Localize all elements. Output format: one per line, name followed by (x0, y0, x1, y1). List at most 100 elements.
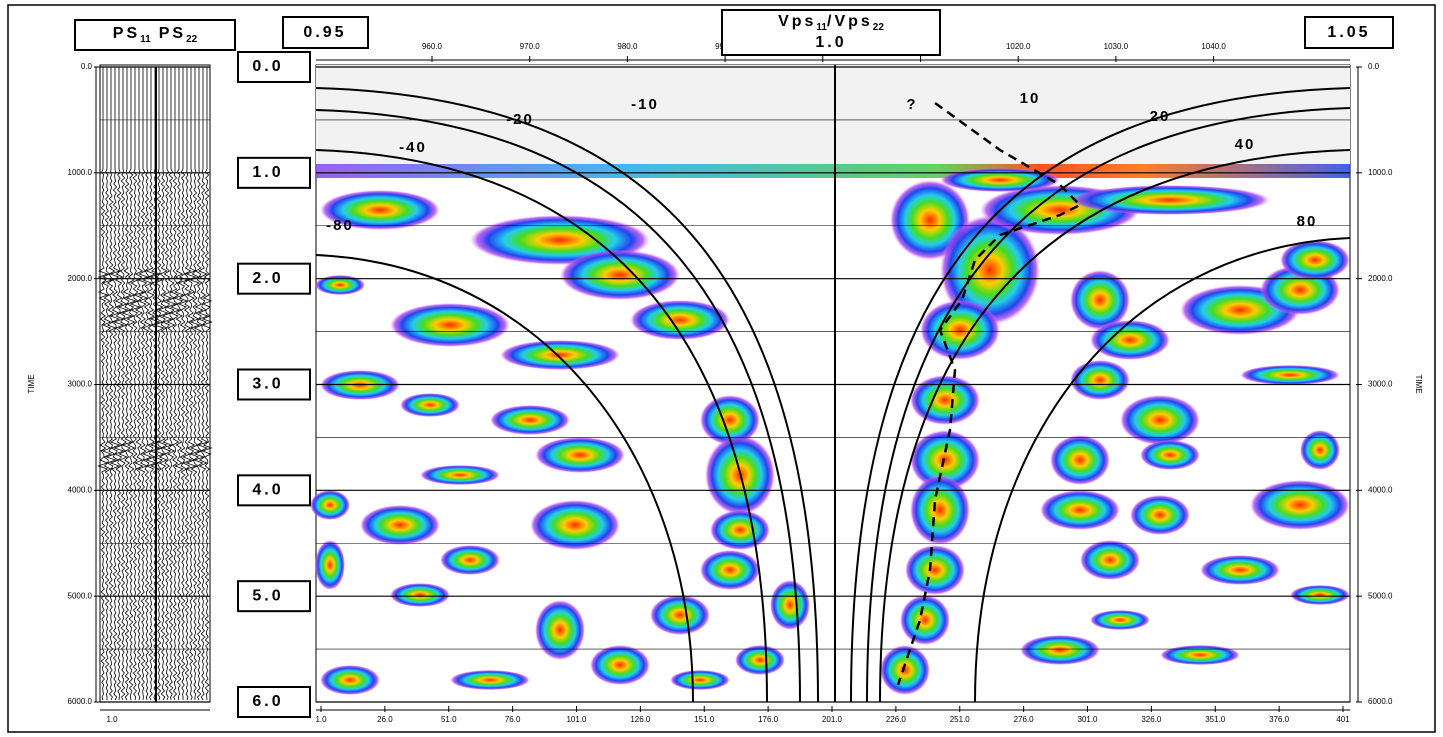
amplitude-blob (1200, 555, 1280, 585)
top-tick-label: 980.0 (617, 42, 638, 51)
curve-label: -10 (631, 96, 659, 113)
time-box-label: 5.0 (252, 587, 283, 604)
amplitude-blob (1130, 495, 1190, 535)
time-box-label: 3.0 (252, 376, 283, 393)
amplitude-blob (670, 670, 730, 690)
amplitude-blob (390, 583, 450, 607)
bottom-tick-label: 51.0 (441, 715, 457, 724)
amplitude-blob (315, 275, 365, 295)
max-box-label: 1.05 (1327, 24, 1370, 41)
bottom-tick-label: 351.0 (1205, 715, 1226, 724)
time-tick-label: 0.0 (1368, 62, 1380, 71)
curve-label: 80 (1297, 213, 1318, 230)
time-tick-label: 6000.0 (1368, 697, 1393, 706)
curve-label: 10 (1020, 90, 1041, 107)
amplitude-blob (1090, 320, 1170, 360)
title-part: 11 (816, 22, 827, 33)
time-tick-label: 5000.0 (1368, 591, 1393, 600)
bottom-tick-label: 326.0 (1141, 715, 1162, 724)
bottom-tick-label: 226.0 (886, 715, 907, 724)
amplitude-blob (420, 465, 500, 485)
time-tick-label: 4000.0 (68, 485, 93, 494)
bottom-tick-label: 151.0 (694, 715, 715, 724)
curve-label: -40 (399, 139, 427, 156)
label-box (75, 20, 235, 50)
top-tick-label: 1040.0 (1201, 42, 1226, 51)
trace-label-part: PS (113, 25, 140, 42)
bottom-tick-label: 376.0 (1269, 715, 1290, 724)
time-tick-label: 1000.0 (1368, 168, 1393, 177)
amplitude-blob (400, 393, 460, 417)
gather-top (316, 65, 1350, 165)
time-tick-label: 3000.0 (68, 380, 93, 389)
title-part: /Vps (827, 13, 873, 30)
amplitude-blob (315, 540, 345, 590)
time-tick-label: 6000.0 (68, 697, 93, 706)
amplitude-blob (1090, 610, 1150, 630)
amplitude-blob (1050, 435, 1110, 485)
time-axis-title: TIME (27, 374, 36, 393)
amplitude-blob (910, 475, 970, 545)
amplitude-blob (500, 340, 620, 370)
curve-label: -80 (326, 217, 354, 234)
top-tick-label: 970.0 (520, 42, 541, 51)
bottom-tick-label: 276.0 (1014, 715, 1035, 724)
amplitude-blob (920, 300, 1000, 360)
figure: -10-20-40-8010204080?0.00.01000.01000.02… (0, 0, 1443, 737)
amplitude-blob (1080, 540, 1140, 580)
bottom-tick-label: 201.0 (822, 715, 843, 724)
time-tick-label: 0.0 (81, 62, 93, 71)
amplitude-blob (700, 550, 760, 590)
bottom-tick-label: 101.0 (566, 715, 587, 724)
top-tick-label: 1020.0 (1006, 42, 1031, 51)
time-axis-title: TIME (1414, 374, 1423, 393)
amplitude-blob (310, 490, 350, 520)
top-tick-label: 960.0 (422, 42, 443, 51)
title-part: Vps (778, 13, 816, 30)
curve-label: 40 (1235, 136, 1256, 153)
amplitude-blob (530, 500, 620, 550)
title-center: 1.0 (815, 34, 846, 51)
amplitude-blob (535, 437, 625, 473)
amplitude-blob (710, 510, 770, 550)
time-tick-label: 2000.0 (1368, 274, 1393, 283)
time-tick-label: 3000.0 (1368, 380, 1393, 389)
amplitude-blob (905, 545, 965, 595)
trace-label-part: 22 (186, 34, 198, 45)
bottom-tick-label: 1.0 (315, 715, 327, 724)
bottom-tick-label: 76.0 (505, 715, 521, 724)
amplitude-blob (900, 595, 950, 645)
amplitude-blob (910, 375, 980, 425)
amplitude-blob (650, 595, 710, 635)
amplitude-blob (880, 645, 930, 695)
amplitude-blob (1300, 430, 1340, 470)
top-tick-label: 1030.0 (1104, 42, 1129, 51)
curve-label: -20 (506, 111, 534, 128)
amplitude-blob (440, 545, 500, 575)
title-part: 22 (873, 22, 885, 33)
amplitude-blob (360, 505, 440, 545)
amplitude-blob (1070, 360, 1130, 400)
amplitude-blob (1140, 440, 1200, 470)
trace-tick-label: 1.0 (106, 715, 118, 724)
bottom-tick-label: 176.0 (758, 715, 779, 724)
time-tick-label: 2000.0 (68, 274, 93, 283)
trace-label-part: 11 (140, 34, 151, 45)
time-tick-label: 5000.0 (68, 591, 93, 600)
title: Vps11/Vps22 (778, 13, 884, 32)
amplitude-blob (770, 580, 810, 630)
amplitude-blob (1240, 365, 1340, 385)
bottom-tick-label: 301.0 (1077, 715, 1098, 724)
time-box-label: 0.0 (252, 58, 283, 75)
amplitude-blob (490, 405, 570, 435)
time-box-label: 4.0 (252, 482, 283, 499)
curve-label: ? (906, 96, 917, 113)
bottom-tick-label: 401 (1336, 715, 1350, 724)
amplitude-blob (1020, 635, 1100, 665)
bottom-tick-label: 26.0 (377, 715, 393, 724)
trace-label-part: PS (159, 25, 186, 42)
amplitude-blob (1040, 490, 1120, 530)
amplitude-blob (1290, 585, 1350, 605)
amplitude-blob (1250, 480, 1350, 530)
amplitude-blob (560, 250, 680, 300)
